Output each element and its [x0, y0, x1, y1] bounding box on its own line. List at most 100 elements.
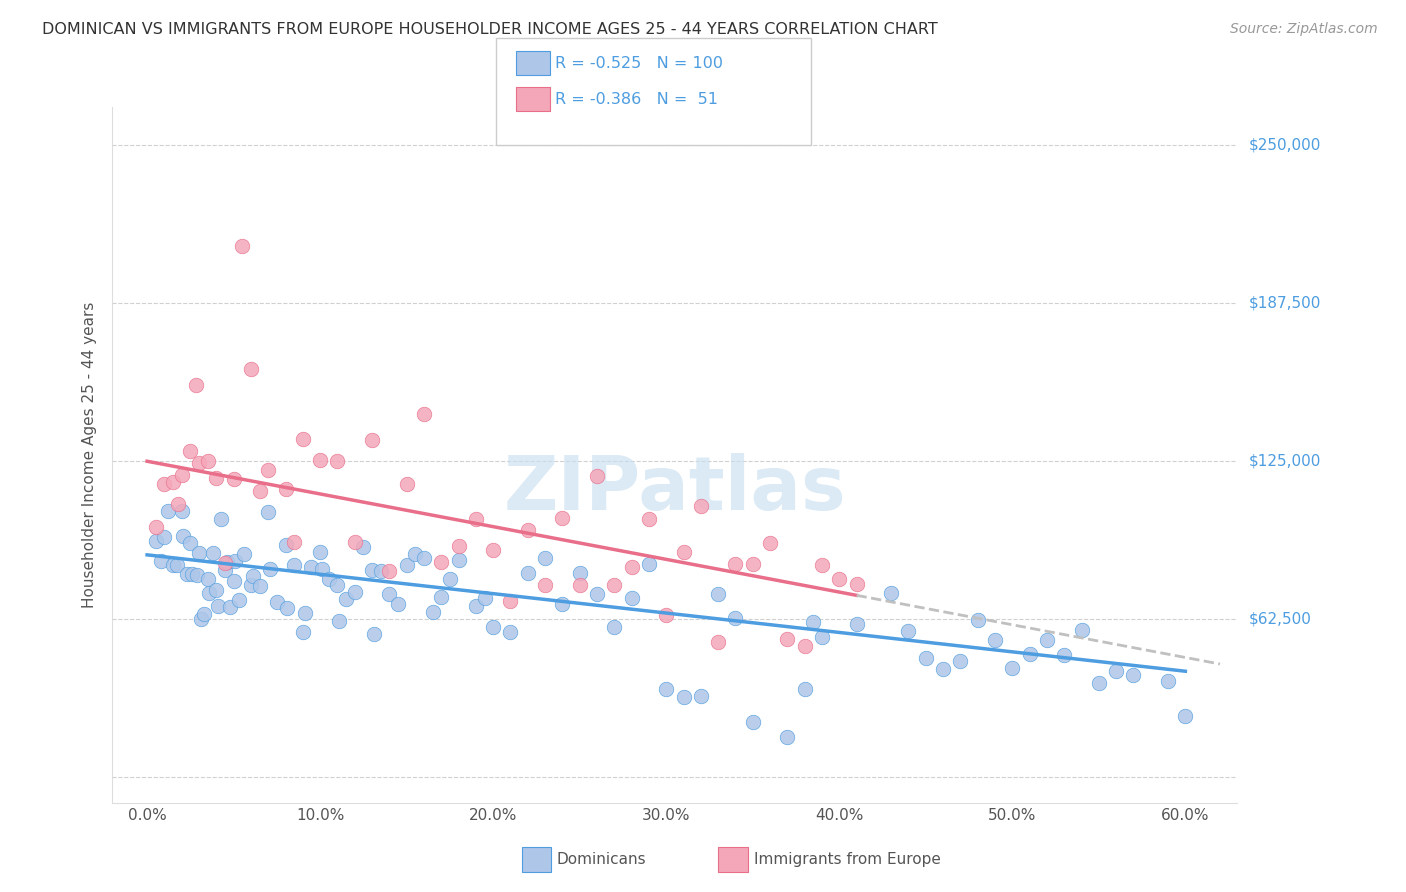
Point [430, 591, 453, 605]
Point [603, 620, 626, 634]
Text: ZIPatlas: ZIPatlas [503, 453, 846, 526]
Point [370, 564, 392, 578]
Point [707, 635, 730, 649]
Point [914, 651, 936, 665]
Point [170, 468, 193, 483]
Point [294, 606, 316, 620]
Point [1174, 708, 1197, 723]
Point [447, 539, 470, 553]
Point [439, 572, 461, 586]
Text: R = -0.386   N =  51: R = -0.386 N = 51 [555, 92, 718, 106]
Point [1105, 664, 1128, 678]
Point [828, 572, 851, 586]
Point [328, 614, 350, 628]
Point [1018, 647, 1040, 661]
Point [534, 578, 557, 592]
Point [190, 612, 212, 626]
Point [222, 472, 245, 486]
Point [568, 566, 591, 580]
Point [551, 511, 574, 525]
Point [149, 553, 172, 567]
Point [1122, 668, 1144, 682]
Point [228, 593, 250, 607]
Point [201, 546, 224, 560]
Point [363, 627, 385, 641]
Point [672, 690, 695, 704]
Point [153, 476, 176, 491]
Point [361, 563, 384, 577]
Point [276, 600, 298, 615]
Point [205, 583, 228, 598]
Text: R = -0.525   N = 100: R = -0.525 N = 100 [555, 56, 723, 70]
Point [214, 557, 236, 571]
Point [949, 654, 972, 668]
Point [291, 624, 314, 639]
Point [318, 572, 340, 586]
Point [184, 377, 207, 392]
Point [845, 616, 868, 631]
Point [283, 535, 305, 549]
Point [672, 545, 695, 559]
Text: Source: ZipAtlas.com: Source: ZipAtlas.com [1230, 22, 1378, 37]
Text: DOMINICAN VS IMMIGRANTS FROM EUROPE HOUSEHOLDER INCOME AGES 25 - 44 YEARS CORREL: DOMINICAN VS IMMIGRANTS FROM EUROPE HOUS… [42, 22, 938, 37]
Point [1088, 676, 1111, 690]
Point [205, 471, 228, 485]
Point [551, 597, 574, 611]
Text: $125,000: $125,000 [1249, 454, 1320, 468]
Point [603, 578, 626, 592]
Point [378, 587, 401, 601]
Point [179, 536, 201, 550]
Point [422, 605, 444, 619]
Point [186, 567, 208, 582]
Point [193, 607, 215, 621]
Point [897, 624, 920, 639]
Point [516, 566, 538, 580]
Point [464, 512, 486, 526]
Point [283, 558, 305, 572]
Point [499, 593, 522, 607]
Point [257, 463, 280, 477]
Point [378, 564, 401, 578]
Point [239, 361, 262, 376]
Point [224, 554, 246, 568]
Point [291, 432, 314, 446]
Point [724, 557, 747, 571]
Y-axis label: Householder Income Ages 25 - 44 years: Householder Income Ages 25 - 44 years [82, 301, 97, 608]
Point [655, 681, 678, 696]
Point [801, 615, 824, 629]
Point [404, 547, 426, 561]
Point [156, 504, 179, 518]
Point [413, 407, 436, 421]
Point [845, 577, 868, 591]
Text: $250,000: $250,000 [1249, 137, 1320, 153]
Point [145, 520, 167, 534]
Point [231, 239, 253, 253]
Point [638, 558, 661, 572]
Point [620, 560, 643, 574]
Point [166, 558, 188, 573]
Point [586, 587, 609, 601]
Point [167, 497, 190, 511]
Point [474, 591, 496, 606]
Point [145, 533, 167, 548]
Point [188, 546, 211, 560]
Text: Immigrants from Europe: Immigrants from Europe [754, 853, 941, 867]
Point [170, 504, 193, 518]
Point [257, 505, 280, 519]
Point [301, 560, 323, 574]
Point [335, 592, 357, 607]
Point [1070, 623, 1092, 637]
Text: Dominicans: Dominicans [557, 853, 647, 867]
Point [162, 558, 184, 572]
Point [326, 454, 349, 468]
Point [181, 566, 204, 581]
Point [586, 468, 609, 483]
Point [966, 613, 988, 627]
Point [1001, 661, 1024, 675]
Point [534, 551, 557, 566]
Point [239, 578, 262, 592]
Point [689, 690, 711, 704]
Point [516, 523, 538, 537]
Point [724, 611, 747, 625]
Point [242, 568, 264, 582]
